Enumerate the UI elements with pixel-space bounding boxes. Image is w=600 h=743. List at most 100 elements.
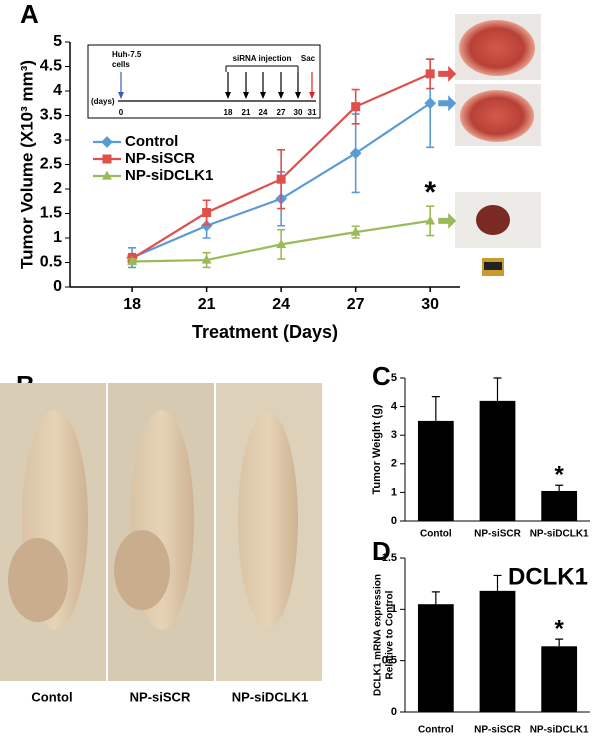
timeline-day: 31 [308, 108, 317, 117]
timeline-label: siRNA injection [233, 54, 292, 63]
y-tick-label: 0.5 [40, 254, 62, 271]
y-tick-label: 3 [391, 429, 397, 441]
legend-marker [102, 170, 112, 180]
marker [201, 254, 212, 264]
error-bar [431, 591, 440, 605]
timeline-day: 18 [224, 108, 233, 117]
x-tick-label: 24 [272, 296, 290, 313]
timeline-day: 27 [277, 108, 286, 117]
panel-label: A [20, 0, 39, 29]
y-tick-label: 5 [391, 372, 397, 384]
y-axis-label: Tumor Volume (X10³ mm³) [17, 60, 36, 269]
x-tick-label: 30 [421, 296, 439, 313]
photo-label: NP-siDCLK1 [232, 689, 309, 704]
y-tick-label: 1.5 [382, 552, 397, 564]
error-bar [493, 574, 502, 591]
marker [276, 174, 286, 184]
y-tick-label: 1.5 [40, 205, 62, 222]
x-tick-label: 27 [347, 296, 365, 313]
y-tick-label: 0 [391, 515, 397, 527]
y-tick-label: 3.5 [40, 107, 62, 124]
legend-label: NP-siSCR [125, 150, 195, 167]
marker [200, 219, 213, 232]
y-tick-label: 4 [53, 82, 62, 99]
bar [541, 490, 578, 521]
legend-marker [102, 154, 112, 164]
bar [417, 420, 454, 521]
x-tick-label: Contol [420, 529, 452, 540]
annotation: * [554, 462, 564, 489]
marker [350, 226, 361, 236]
timeline-day: 24 [259, 108, 268, 117]
x-axis-label: Treatment (Days) [192, 322, 338, 342]
tumor [8, 538, 68, 622]
tumor [459, 20, 535, 76]
y-tick-label: 1 [391, 486, 397, 498]
photo-label: Contol [31, 689, 72, 704]
timeline-arrowhead [295, 92, 301, 99]
marker [351, 102, 361, 112]
timeline-arrowhead [225, 92, 231, 99]
y-axis-label: DCLK1 mRNA expression [373, 574, 384, 696]
y-tick-label: 2 [53, 180, 62, 197]
x-tick-label: 18 [123, 296, 141, 313]
tumor [114, 530, 170, 610]
photo-label: NP-siSCR [130, 689, 191, 704]
tumor-photos [455, 14, 541, 276]
marker [127, 256, 138, 266]
timeline-arrowhead [278, 92, 284, 99]
y-tick-label: 4.5 [40, 58, 62, 75]
y-axis-label: Tumor Weight (g) [371, 404, 383, 494]
marker [276, 238, 287, 248]
error-bar [555, 484, 564, 491]
bar [479, 400, 516, 521]
panel-label: D [372, 536, 391, 566]
y-tick-label: 5 [53, 33, 62, 50]
error-bar [431, 395, 440, 421]
x-tick-label: NP-siDCLK1 [530, 529, 589, 540]
annotation: * [424, 176, 436, 209]
y-tick-label: 2.5 [40, 156, 62, 173]
mouse [238, 412, 298, 628]
timeline-arrowhead [118, 92, 124, 99]
y-tick-label: 0 [53, 278, 62, 295]
timeline-day: 0 [119, 108, 124, 117]
timeline-day: 30 [294, 108, 303, 117]
marker [424, 97, 437, 110]
bar [479, 590, 516, 712]
tumor [476, 205, 510, 235]
timeline-arrowhead [243, 92, 249, 99]
bar [417, 604, 454, 712]
y-tick-label: 0 [391, 706, 397, 718]
marker [349, 147, 362, 160]
panel-label: C [372, 361, 391, 391]
marker [202, 208, 212, 218]
marker [425, 69, 435, 79]
legend-label: Control [125, 133, 178, 150]
timeline-label: cells [112, 60, 130, 69]
timeline-arrowhead [309, 92, 315, 99]
x-tick-label: NP-siSCR [474, 529, 521, 540]
legend-marker [101, 136, 113, 148]
photo-arrow [438, 65, 457, 82]
timeline-day: 21 [242, 108, 251, 117]
y-tick-label: 2 [391, 458, 397, 470]
error-bar [555, 638, 564, 647]
photo-arrow [438, 95, 457, 112]
y-tick-label: 1 [391, 603, 397, 615]
error-bar [493, 377, 502, 401]
timeline-label: Huh-7.5 [112, 50, 142, 59]
x-tick-label: NP-siDCLK1 [530, 725, 589, 736]
mouse-photos [0, 383, 322, 681]
y-tick-label: 1 [53, 229, 62, 246]
x-tick-label: Control [418, 725, 454, 736]
y-tick-label: 3 [53, 131, 62, 148]
y-axis-label: Relative to Control [385, 590, 396, 679]
x-tick-label: 21 [198, 296, 216, 313]
bar [541, 646, 578, 712]
timeline-label: Sac [301, 54, 316, 63]
marker [425, 215, 436, 225]
chart-title: DCLK1 [508, 563, 588, 590]
ruler [484, 262, 502, 270]
